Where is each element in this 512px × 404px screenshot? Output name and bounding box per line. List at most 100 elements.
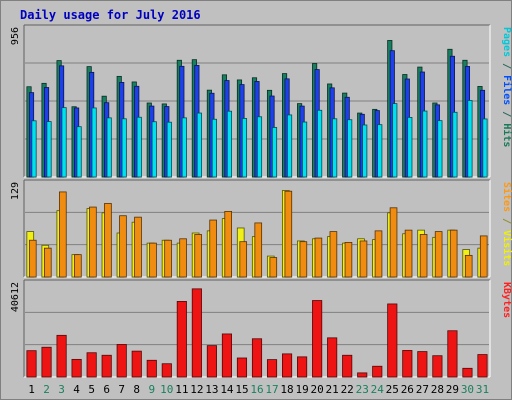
bar-pages-day-16 (256, 116, 263, 178)
bar-sites-day-12 (194, 234, 202, 278)
bar-pages-day-9 (151, 121, 157, 178)
bar-kbytes-day-22 (342, 354, 353, 378)
bar-kbytes-day-20 (312, 300, 323, 378)
bar-sites-day-20 (314, 237, 323, 278)
bar-pages-day-21 (332, 118, 338, 178)
bar-sites-day-24 (374, 230, 383, 278)
x-tick-label-day-31: 31 (476, 383, 489, 396)
legend-part: / (501, 105, 512, 123)
x-tick-label-day-28: 28 (431, 383, 444, 396)
bar-pages-day-19 (302, 121, 308, 178)
bar-kbytes-day-27 (417, 351, 428, 378)
x-tick-label-day-15: 15 (235, 383, 248, 396)
x-tick-label-day-6: 6 (103, 383, 110, 396)
bar-sites-day-28 (434, 231, 443, 278)
x-tick-label-day-25: 25 (386, 383, 399, 396)
bar-kbytes-day-16 (251, 338, 263, 378)
x-tick-label-day-16: 16 (250, 383, 263, 396)
bar-pages-day-13 (211, 118, 217, 178)
bar-pages-day-2 (46, 121, 52, 178)
bar-sites-day-22 (344, 241, 353, 278)
bar-kbytes-day-28 (432, 355, 443, 378)
bar-pages-day-24 (377, 124, 383, 178)
bar-kbytes-day-14 (221, 333, 232, 378)
bar-kbytes-day-23 (357, 372, 368, 378)
bar-kbytes-day-4 (71, 358, 82, 378)
bar-kbytes-day-19 (297, 356, 308, 378)
bar-pages-day-18 (286, 114, 293, 178)
bar-kbytes-day-21 (327, 337, 338, 378)
legend-part: Pages (501, 27, 512, 57)
bar-kbytes-day-7 (116, 344, 127, 378)
x-tick-label-day-9: 9 (148, 383, 155, 396)
series-legend-middle: Sites / Visits (501, 182, 512, 266)
bar-pages-day-5 (91, 107, 97, 178)
bar-sites-day-30 (464, 254, 473, 278)
x-tick-label-day-2: 2 (43, 383, 50, 396)
bar-sites-day-21 (329, 231, 338, 278)
legend-part: Sites (501, 182, 512, 212)
bar-kbytes-day-29 (447, 330, 458, 378)
x-tick-label-day-27: 27 (416, 383, 429, 396)
bar-pages-day-20 (317, 109, 323, 178)
bar-kbytes-day-8 (131, 350, 142, 378)
x-tick-label-day-20: 20 (311, 383, 324, 396)
bar-kbytes-day-17 (266, 359, 278, 378)
axis-max-label-middle: 129 (10, 182, 21, 200)
bar-sites-day-16 (254, 222, 263, 278)
bar-pages-day-28 (437, 120, 443, 178)
bar-sites-day-9 (149, 242, 157, 278)
bar-kbytes-day-3 (56, 334, 67, 378)
bar-kbytes-day-1 (26, 350, 37, 378)
x-tick-label-day-29: 29 (446, 383, 459, 396)
bar-pages-day-12 (196, 112, 202, 178)
legend-part: KBytes (501, 282, 512, 318)
x-tick-label-day-4: 4 (73, 383, 80, 396)
x-tick-label-day-17: 17 (265, 383, 278, 396)
x-axis-labels: 1 2 3 4 5 6 7 8 9 10 11 12 13 14 15 16 17 18 19 20 21 22 23 24 2… (28, 383, 489, 396)
bar-kbytes-day-31 (477, 354, 488, 378)
x-tick-label-day-12: 12 (190, 383, 203, 396)
bar-kbytes-day-26 (402, 350, 413, 378)
bar-pages-day-1 (31, 120, 37, 178)
panel-bottom: 40612 KBytes (10, 279, 512, 378)
x-tick-label-day-19: 19 (295, 383, 308, 396)
x-tick-label-day-10: 10 (160, 383, 173, 396)
bar-sites-day-17 (269, 257, 278, 278)
bar-pages-day-17 (271, 127, 278, 178)
bar-pages-day-27 (422, 110, 428, 178)
bar-sites-day-6 (104, 203, 112, 278)
legend-part: / (501, 57, 512, 75)
x-tick-label-day-14: 14 (220, 383, 234, 396)
x-tick-label-day-22: 22 (341, 383, 354, 396)
x-tick-label-day-7: 7 (118, 383, 125, 396)
bar-sites-day-15 (239, 241, 248, 278)
bar-sites-day-26 (404, 229, 413, 278)
bar-kbytes-day-12 (191, 288, 202, 378)
bar-sites-day-8 (134, 216, 142, 278)
bar-sites-day-3 (59, 191, 67, 278)
x-tick-label-day-3: 3 (58, 383, 65, 396)
bar-kbytes-day-5 (86, 352, 97, 378)
x-tick-label-day-21: 21 (326, 383, 339, 396)
bar-sites-day-13 (209, 219, 217, 278)
x-tick-label-day-24: 24 (371, 383, 385, 396)
bar-pages-day-22 (347, 119, 353, 178)
bar-sites-day-1 (28, 239, 37, 278)
bar-kbytes-day-30 (462, 367, 473, 378)
bar-kbytes-day-6 (101, 354, 112, 378)
bar-kbytes-day-2 (41, 346, 52, 378)
bar-pages-day-25 (392, 103, 398, 178)
x-tick-label-day-1: 1 (28, 383, 35, 396)
bar-kbytes-day-18 (281, 353, 293, 378)
bar-pages-day-11 (181, 117, 187, 178)
bar-sites-day-5 (89, 206, 97, 278)
x-tick-label-day-30: 30 (461, 383, 474, 396)
bar-kbytes-day-24 (372, 365, 383, 378)
bar-pages-day-23 (362, 124, 368, 178)
bar-sites-day-31 (479, 235, 488, 278)
bar-pages-day-10 (166, 121, 172, 178)
bar-kbytes-day-13 (206, 345, 217, 378)
legend-part: Hits (501, 123, 512, 147)
bar-pages-day-30 (467, 100, 473, 178)
